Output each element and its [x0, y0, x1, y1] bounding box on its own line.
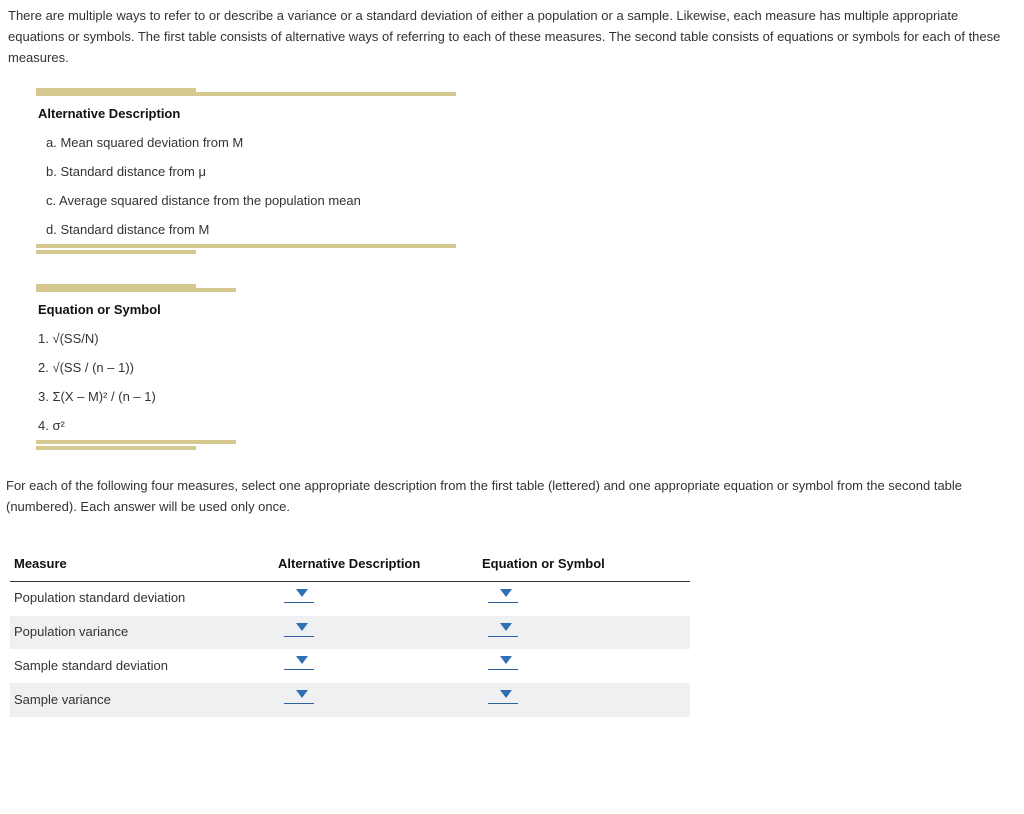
- divider-bar: [36, 288, 236, 292]
- chevron-down-icon: [296, 623, 308, 633]
- eq-cell: [478, 616, 690, 650]
- equation-symbol-box: Equation or Symbol 1. √(SS/N) 2. √(SS / …: [36, 284, 236, 450]
- chevron-down-icon: [296, 690, 308, 700]
- alt-desc-row-c: c. Average squared distance from the pop…: [36, 187, 456, 216]
- eq-dropdown[interactable]: [488, 689, 518, 704]
- eq-dropdown[interactable]: [488, 655, 518, 670]
- divider-bar: [36, 244, 456, 248]
- eq-sym-row-4: 4. σ²: [36, 412, 236, 441]
- eq-cell: [478, 683, 690, 717]
- col-header-desc: Alternative Description: [274, 548, 478, 581]
- eq-sym-header: Equation or Symbol: [36, 294, 236, 325]
- divider-bar: [36, 446, 196, 450]
- desc-cell: [274, 616, 478, 650]
- desc-dropdown[interactable]: [284, 655, 314, 670]
- measure-cell: Sample variance: [10, 683, 274, 717]
- eq-cell: [478, 649, 690, 683]
- eq-dropdown[interactable]: [488, 622, 518, 637]
- alt-desc-row-b: b. Standard distance from μ: [36, 158, 456, 187]
- table-row: Population variance: [10, 616, 690, 650]
- chevron-down-icon: [296, 589, 308, 599]
- alt-desc-header: Alternative Description: [36, 98, 456, 129]
- desc-dropdown[interactable]: [284, 622, 314, 637]
- chevron-down-icon: [500, 589, 512, 599]
- desc-dropdown[interactable]: [284, 588, 314, 603]
- answer-table: Measure Alternative Description Equation…: [10, 548, 690, 717]
- divider-bar: [36, 440, 236, 444]
- alt-desc-row-d: d. Standard distance from M: [36, 216, 456, 245]
- desc-dropdown[interactable]: [284, 689, 314, 704]
- chevron-down-icon: [500, 690, 512, 700]
- table-row: Population standard deviation: [10, 581, 690, 615]
- eq-cell: [478, 581, 690, 615]
- page: There are multiple ways to refer to or d…: [0, 0, 1024, 737]
- intro-paragraph: There are multiple ways to refer to or d…: [0, 6, 1024, 68]
- divider-bar: [36, 92, 456, 96]
- measure-cell: Population standard deviation: [10, 581, 274, 615]
- divider-bar: [36, 250, 196, 254]
- table-row: Sample variance: [10, 683, 690, 717]
- alt-desc-row-a: a. Mean squared deviation from M: [36, 129, 456, 158]
- desc-cell: [274, 683, 478, 717]
- table-row: Sample standard deviation: [10, 649, 690, 683]
- chevron-down-icon: [500, 623, 512, 633]
- desc-cell: [274, 581, 478, 615]
- measure-cell: Sample standard deviation: [10, 649, 274, 683]
- chevron-down-icon: [296, 656, 308, 666]
- alternative-description-box: Alternative Description a. Mean squared …: [36, 88, 456, 254]
- eq-sym-row-1: 1. √(SS/N): [36, 325, 236, 354]
- desc-cell: [274, 649, 478, 683]
- instruction-paragraph: For each of the following four measures,…: [0, 476, 1024, 518]
- eq-sym-row-2: 2. √(SS / (n – 1)): [36, 354, 236, 383]
- eq-dropdown[interactable]: [488, 588, 518, 603]
- chevron-down-icon: [500, 656, 512, 666]
- col-header-measure: Measure: [10, 548, 274, 581]
- eq-sym-row-3: 3. Σ(X – M)² / (n – 1): [36, 383, 236, 412]
- measure-cell: Population variance: [10, 616, 274, 650]
- col-header-eq: Equation or Symbol: [478, 548, 690, 581]
